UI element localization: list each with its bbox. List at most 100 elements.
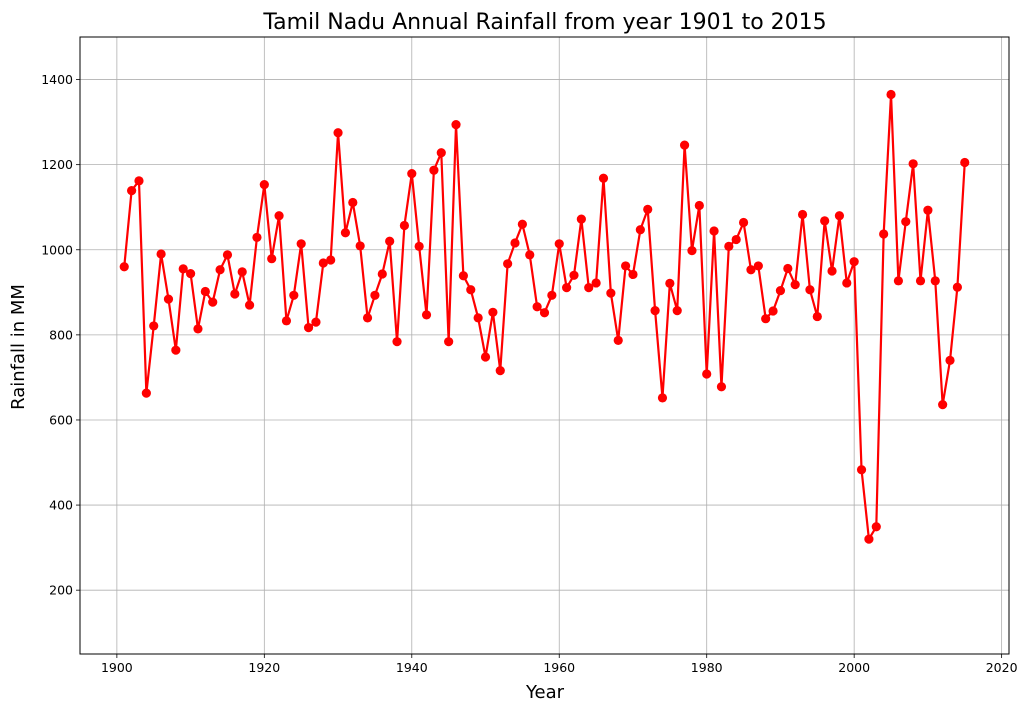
data-point xyxy=(672,306,682,316)
data-point xyxy=(753,261,763,271)
data-point xyxy=(451,120,461,130)
data-point xyxy=(178,264,188,274)
y-tick-label: 1400 xyxy=(41,72,73,87)
data-point xyxy=(444,337,454,347)
data-point xyxy=(127,186,137,196)
data-point xyxy=(871,522,881,532)
data-point xyxy=(702,369,712,379)
data-point xyxy=(473,313,483,323)
data-point xyxy=(539,308,550,318)
data-point xyxy=(208,297,218,307)
data-point xyxy=(141,388,151,398)
data-point xyxy=(738,217,749,228)
data-point xyxy=(289,290,299,300)
data-point xyxy=(503,259,513,269)
data-point xyxy=(569,270,579,280)
data-point xyxy=(834,211,845,221)
data-point xyxy=(746,265,756,275)
x-tick-label: 1900 xyxy=(101,660,133,675)
data-point xyxy=(237,267,247,277)
data-point xyxy=(562,283,572,293)
data-point xyxy=(517,219,527,229)
data-point xyxy=(392,337,402,347)
x-axis-label: Year xyxy=(525,682,565,703)
data-point xyxy=(598,173,609,183)
data-point xyxy=(805,285,815,295)
data-point xyxy=(244,300,255,310)
data-point xyxy=(716,382,727,392)
data-point xyxy=(915,276,926,286)
data-point xyxy=(414,241,424,251)
data-point xyxy=(930,276,940,286)
data-point xyxy=(296,239,306,249)
data-point xyxy=(488,307,498,317)
data-point xyxy=(783,263,793,274)
data-point xyxy=(436,148,446,158)
data-point xyxy=(893,276,904,286)
x-tick-label: 2020 xyxy=(986,660,1018,675)
x-tick-label: 1960 xyxy=(543,660,575,675)
data-point xyxy=(377,269,387,279)
data-point xyxy=(591,278,601,288)
data-point xyxy=(333,128,343,138)
data-point xyxy=(635,225,645,235)
data-point xyxy=(407,168,417,179)
y-axis-label: Rainfall in MM xyxy=(8,284,29,410)
plot-frame xyxy=(79,36,1010,655)
data-point xyxy=(938,400,948,410)
data-point xyxy=(274,211,284,221)
data-point xyxy=(952,282,962,292)
x-tick-label: 1940 xyxy=(396,660,428,675)
data-point xyxy=(355,241,365,251)
data-point xyxy=(856,465,867,475)
chart-title: Tamil Nadu Annual Rainfall from year 190… xyxy=(262,10,826,35)
data-point xyxy=(230,289,240,299)
data-point xyxy=(303,323,314,333)
grid-lines xyxy=(80,37,1009,654)
data-point xyxy=(643,204,653,214)
data-point xyxy=(842,278,852,288)
data-point xyxy=(532,302,542,312)
y-tick-label: 400 xyxy=(49,498,73,513)
data-point xyxy=(370,290,380,300)
data-point xyxy=(665,278,675,288)
data-point xyxy=(621,261,631,271)
data-point xyxy=(311,317,321,327)
data-point xyxy=(525,250,535,260)
data-point xyxy=(385,236,395,246)
data-point xyxy=(547,290,557,300)
data-point xyxy=(679,140,690,150)
data-point xyxy=(849,257,859,267)
y-tick-label: 1200 xyxy=(41,157,73,172)
y-tick-label: 200 xyxy=(49,583,73,598)
data-point xyxy=(945,355,955,365)
data-point xyxy=(797,209,808,220)
data-point xyxy=(252,232,262,243)
y-tick-label: 1000 xyxy=(41,242,73,257)
data-point xyxy=(886,89,896,100)
data-point xyxy=(923,205,933,215)
data-point xyxy=(362,313,373,323)
data-point xyxy=(709,226,719,236)
data-point xyxy=(163,294,174,304)
data-point xyxy=(606,288,616,298)
data-point xyxy=(399,220,410,231)
data-point xyxy=(724,241,734,251)
data-point xyxy=(768,306,778,316)
data-point xyxy=(134,176,144,186)
data-point xyxy=(901,217,911,227)
data-point xyxy=(185,268,196,279)
data-point xyxy=(820,216,830,226)
data-point xyxy=(215,265,225,275)
data-point xyxy=(480,352,491,362)
data-point xyxy=(348,197,358,208)
data-point xyxy=(326,255,336,265)
x-tick-label: 1980 xyxy=(691,660,723,675)
data-point xyxy=(584,283,594,293)
data-point xyxy=(694,200,704,211)
data-point xyxy=(864,534,874,544)
y-tick-label: 600 xyxy=(49,412,73,427)
data-point xyxy=(554,239,564,249)
series-layer xyxy=(119,89,970,544)
